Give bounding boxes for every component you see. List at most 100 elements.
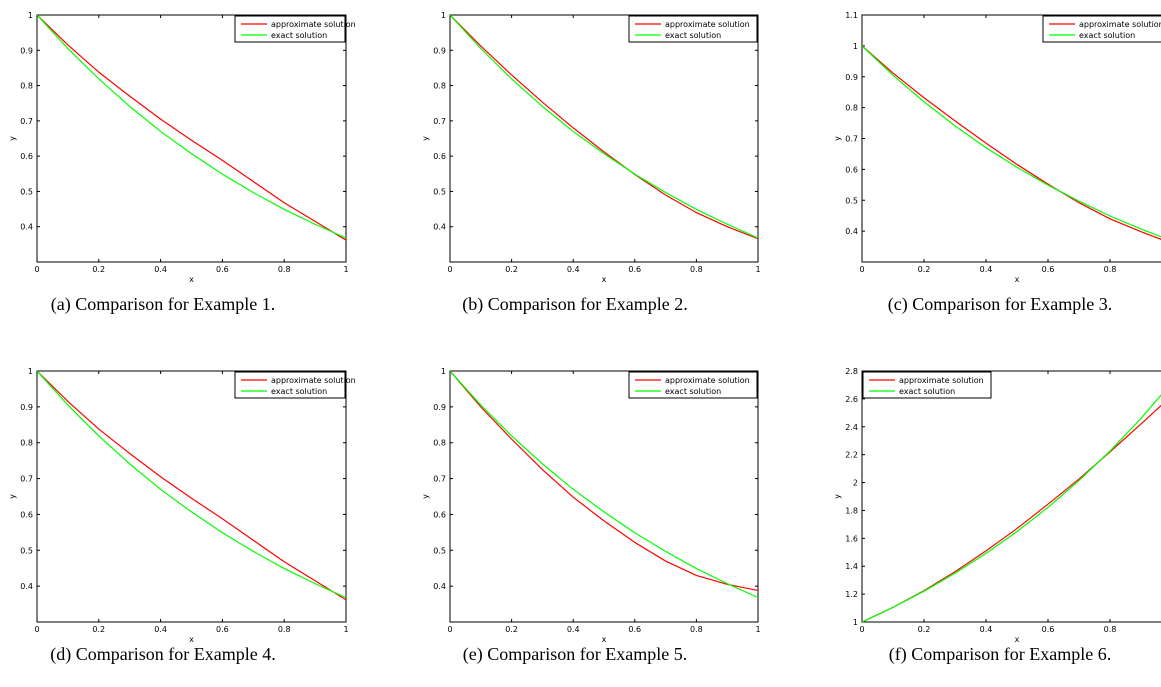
x-tick-label: 0.8 xyxy=(690,265,703,274)
series-group xyxy=(450,15,758,240)
y-tick-label: 0.7 xyxy=(20,475,33,484)
x-tick-label: 0 xyxy=(34,625,39,634)
chart-panel-5: 0 0.2 0.4 0.6 0.8 1 0.4 0.5 0.6 0.7 0.8 0.9 1 x y appro… xyxy=(421,367,761,665)
y-tick-label: 1.4 xyxy=(845,562,858,571)
y-tick-label: 0.7 xyxy=(433,475,446,484)
series-line-exact xyxy=(37,15,346,239)
y-tick-label: 2.8 xyxy=(845,367,858,376)
x-tick-label: 0.2 xyxy=(918,625,931,634)
legend: approximate solution exact solution xyxy=(862,371,992,399)
legend-label: exact solution xyxy=(271,387,327,396)
y-tick-label: 0.5 xyxy=(845,196,858,205)
y-tick-label: 2.6 xyxy=(845,395,858,404)
legend-label: approximate solution xyxy=(271,376,356,385)
legend: approximate solution exact solution xyxy=(628,371,758,399)
legend-label: approximate solution xyxy=(899,376,984,385)
legend-box xyxy=(234,15,346,43)
chart-panel-6: 00.20.40.60.8111.21.41.61.822.22.42.62.8… xyxy=(833,367,1161,665)
plot-area xyxy=(36,14,347,263)
chart-panel-2: 0 0.2 0.4 0.6 0.8 1 0.4 0.5 0.6 0.7 0.8 0.9 1 x y appro… xyxy=(421,11,761,315)
x-tick-label: 0.4 xyxy=(980,625,993,634)
y-tick-label: 0.6 xyxy=(20,510,33,519)
y-tick-label: 1 xyxy=(28,367,33,376)
y-tick-label: 2 xyxy=(853,479,858,488)
legend-label: exact solution xyxy=(665,387,721,396)
legend-label: exact solution xyxy=(1079,31,1135,40)
y-tick-label: 0.9 xyxy=(20,46,33,55)
plot-area xyxy=(449,370,759,623)
x-axis-label: x xyxy=(602,275,607,284)
x-tick-label: 0.2 xyxy=(505,625,518,634)
y-tick-label: 1.6 xyxy=(845,534,858,543)
x-tick-label: 0.6 xyxy=(216,265,229,274)
x-tick-label: 0.8 xyxy=(1104,625,1117,634)
chart-panel-3: 00.20.40.60.810.40.50.60.70.80.911.1xyap… xyxy=(833,11,1161,315)
x-tick-label: 0.4 xyxy=(567,265,580,274)
y-tick-label: 0.8 xyxy=(433,82,446,91)
y-axis-label: y xyxy=(8,494,17,499)
x-tick-label: 0.6 xyxy=(1042,265,1055,274)
y-tick-label: 0.4 xyxy=(20,582,33,591)
x-tick-label: 0.8 xyxy=(1104,265,1117,274)
series-line-approximate xyxy=(450,15,758,240)
x-tick-label: 1 xyxy=(343,265,348,274)
x-tick-label: 0.8 xyxy=(278,265,291,274)
series-group xyxy=(862,394,1161,622)
x-tick-label: 0.6 xyxy=(1042,625,1055,634)
y-tick-label: 0.7 xyxy=(433,117,446,126)
x-tick-label: 1 xyxy=(343,625,348,634)
legend-label: exact solution xyxy=(665,31,721,40)
legend-box xyxy=(628,15,758,43)
series-line-exact xyxy=(862,394,1161,622)
x-tick-label: 0.2 xyxy=(505,265,518,274)
y-tick-label: 0.9 xyxy=(433,46,446,55)
series-group xyxy=(37,15,346,241)
plot-area xyxy=(36,370,347,623)
y-tick-label: 0.7 xyxy=(845,135,858,144)
y-tick-label: 0.4 xyxy=(845,227,858,236)
panel-caption: (e) Comparison for Example 5. xyxy=(463,644,687,665)
y-tick-label: 2.4 xyxy=(845,423,858,432)
x-axis-label: x xyxy=(602,635,607,644)
x-tick-label: 0 xyxy=(447,265,452,274)
panel-caption: (c) Comparison for Example 3. xyxy=(888,294,1112,315)
y-tick-label: 0.4 xyxy=(433,223,446,232)
legend-box xyxy=(628,371,758,399)
x-axis-label: x xyxy=(189,635,194,644)
y-tick-label: 0.8 xyxy=(20,439,33,448)
chart-panel-4: 0 0.2 0.4 0.6 0.8 1 0.4 0.5 0.6 0.7 0.8 0.9 1 x y appro… xyxy=(8,367,356,665)
series-line-exact xyxy=(37,371,346,599)
legend-label: exact solution xyxy=(899,387,955,396)
x-tick-label: 0 xyxy=(859,265,864,274)
y-tick-label: 0.6 xyxy=(845,165,858,174)
plot-area xyxy=(449,14,759,263)
y-tick-label: 0.5 xyxy=(433,187,446,196)
plot-area xyxy=(861,14,1161,263)
legend-label: approximate solution xyxy=(665,20,750,29)
series-line-exact xyxy=(450,371,758,599)
y-tick-label: 1 xyxy=(853,618,858,627)
x-tick-label: 0.4 xyxy=(980,265,993,274)
legend-box xyxy=(862,371,992,399)
y-tick-label: 2.2 xyxy=(845,451,858,460)
x-tick-label: 0.8 xyxy=(278,625,291,634)
x-tick-label: 1 xyxy=(755,265,760,274)
y-tick-label: 0.4 xyxy=(433,582,446,591)
x-axis-label: x xyxy=(1015,275,1020,284)
y-tick-label: 1 xyxy=(441,11,446,20)
legend-label: approximate solution xyxy=(271,20,356,29)
legend-label: exact solution xyxy=(271,31,327,40)
y-tick-label: 0.5 xyxy=(20,546,33,555)
x-tick-label: 1 xyxy=(755,625,760,634)
x-tick-label: 0.4 xyxy=(567,625,580,634)
legend-label: approximate solution xyxy=(665,376,750,385)
series-line-approximate xyxy=(862,45,1161,240)
y-tick-label: 1 xyxy=(28,11,33,20)
y-axis-label: y xyxy=(421,494,430,499)
y-tick-label: 1.8 xyxy=(845,506,858,515)
x-tick-label: 0.4 xyxy=(154,625,167,634)
y-tick-label: 0.5 xyxy=(20,187,33,196)
x-tick-label: 0 xyxy=(34,265,39,274)
y-axis-label: y xyxy=(833,136,842,141)
